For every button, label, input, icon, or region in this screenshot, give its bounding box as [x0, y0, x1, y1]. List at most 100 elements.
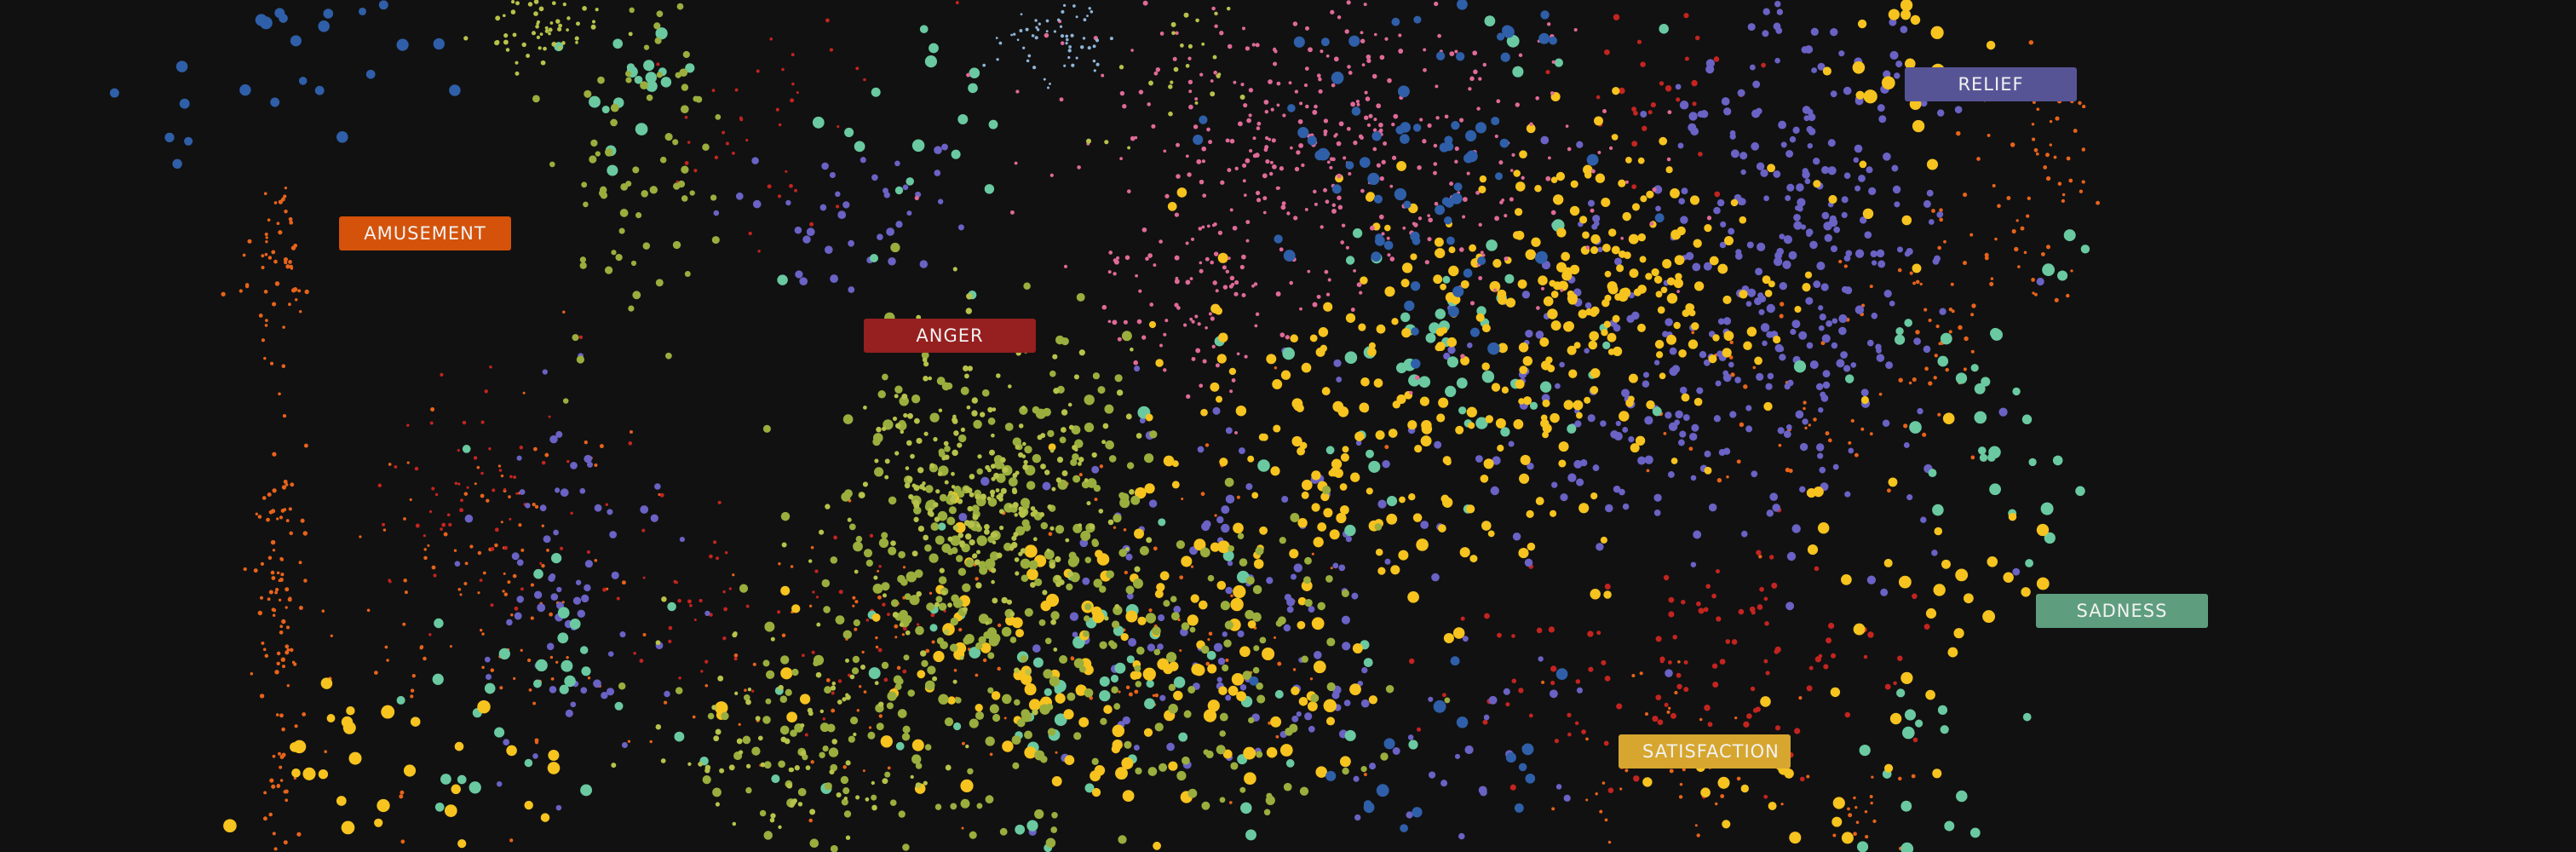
- data-point-amusement: [267, 218, 271, 222]
- data-point-satisfaction: [1309, 334, 1318, 343]
- data-point-anger: [1655, 694, 1662, 700]
- data-point-satisfaction: [1784, 769, 1794, 779]
- data-point-anger: [641, 528, 646, 532]
- data-point-relief: [1521, 291, 1531, 299]
- data-point-relief: [1782, 260, 1791, 269]
- data-point-satisfaction: [1193, 538, 1206, 551]
- data-point-lime: [1014, 557, 1020, 562]
- data-point-pink: [1236, 352, 1240, 356]
- data-point-relief: [1854, 305, 1865, 314]
- data-point-pink: [1353, 140, 1358, 146]
- data-point-pink: [1327, 278, 1331, 282]
- data-point-blue: [1325, 770, 1337, 781]
- data-point-anger: [916, 623, 920, 626]
- data-point-amusement: [1078, 473, 1083, 477]
- data-point-olive: [532, 95, 540, 103]
- data-point-sadness: [1909, 421, 1922, 434]
- data-point-olive: [913, 506, 922, 515]
- cluster-label-sadness[interactable]: SADNESS: [2036, 594, 2208, 628]
- data-point-pink: [1454, 159, 1458, 164]
- data-point-pink: [1101, 73, 1105, 78]
- data-point-lime: [859, 492, 865, 498]
- data-point-relief: [1237, 630, 1245, 638]
- data-point-satisfaction: [1666, 293, 1678, 304]
- data-point-satisfaction: [1555, 262, 1567, 273]
- data-point-lime: [1195, 18, 1199, 23]
- data-point-relief: [1809, 240, 1818, 250]
- data-point-relief: [1841, 285, 1849, 293]
- data-point-amusement: [278, 751, 281, 756]
- data-point-amusement: [411, 674, 416, 678]
- data-point-relief: [1806, 231, 1812, 238]
- cluster-label-anger[interactable]: ANGER: [864, 319, 1036, 353]
- data-point-relief: [1682, 414, 1690, 422]
- data-point-sky: [1087, 46, 1091, 50]
- data-point-olive: [937, 510, 948, 521]
- data-point-anger: [756, 69, 760, 73]
- data-point-relief: [1216, 515, 1224, 524]
- data-point-olive: [906, 571, 917, 582]
- data-point-olive: [1099, 585, 1107, 593]
- data-point-satisfaction: [1831, 816, 1843, 827]
- data-point-sadness: [1567, 423, 1577, 434]
- data-point-sadness: [1844, 374, 1854, 383]
- data-point-sadness: [1352, 228, 1363, 239]
- data-point-anger: [1528, 713, 1533, 718]
- data-point-satisfaction: [1340, 505, 1349, 515]
- data-point-lime: [1101, 440, 1107, 445]
- data-point-amusement: [400, 790, 405, 795]
- data-point-blue: [1456, 52, 1465, 61]
- data-point-relief: [1745, 301, 1752, 307]
- data-point-amusement: [530, 583, 534, 587]
- data-point-anger: [1633, 111, 1638, 116]
- data-point-sadness: [2040, 502, 2054, 515]
- data-point-blue: [172, 158, 182, 169]
- data-point-blue: [1331, 72, 1344, 84]
- data-point-amusement: [1956, 130, 1961, 136]
- data-point-relief: [539, 504, 547, 512]
- data-point-pink: [1331, 208, 1337, 214]
- data-point-olive: [780, 655, 790, 665]
- data-point-amusement: [2015, 219, 2019, 222]
- data-point-sadness: [984, 184, 995, 194]
- data-point-blue: [1400, 134, 1410, 144]
- data-point-olive: [843, 810, 852, 818]
- data-point-olive: [1118, 492, 1126, 499]
- data-point-relief: [1245, 483, 1253, 491]
- data-point-olive: [823, 606, 831, 613]
- data-point-lime: [566, 16, 571, 20]
- data-point-anger: [602, 587, 607, 592]
- data-point-pink: [1494, 134, 1498, 139]
- data-point-lime: [967, 505, 973, 512]
- data-point-pink: [1222, 265, 1227, 270]
- data-point-lime: [562, 2, 566, 7]
- data-point-satisfaction: [1313, 537, 1324, 548]
- data-point-amusement: [247, 239, 252, 244]
- data-point-relief: [1939, 308, 1946, 315]
- data-point-relief: [735, 192, 744, 200]
- data-point-anger: [1715, 568, 1721, 574]
- data-point-relief: [611, 571, 619, 579]
- data-point-amusement: [2049, 143, 2052, 147]
- cluster-label-satisfaction[interactable]: SATISFACTION: [1619, 734, 1791, 769]
- data-point-amusement: [271, 576, 276, 580]
- data-point-pink: [1314, 104, 1318, 109]
- cluster-label-relief[interactable]: RELIEF: [1905, 67, 2077, 101]
- data-point-lime: [719, 768, 725, 774]
- data-point-amusement: [2053, 155, 2057, 159]
- data-point-amusement: [275, 713, 279, 717]
- data-point-olive: [1256, 751, 1263, 758]
- data-point-amusement: [733, 653, 739, 658]
- data-point-anger: [381, 522, 386, 527]
- data-point-relief: [1774, 57, 1780, 64]
- data-point-pink: [1560, 289, 1564, 292]
- cluster-label-amusement[interactable]: AMUSEMENT: [339, 216, 511, 250]
- data-point-olive: [1093, 579, 1102, 588]
- data-point-satisfaction: [1768, 280, 1775, 288]
- data-point-amusement: [810, 760, 814, 764]
- data-point-pink: [1320, 225, 1324, 229]
- data-point-relief: [1688, 123, 1697, 132]
- data-point-satisfaction: [1612, 314, 1620, 323]
- data-point-satisfaction: [1400, 279, 1410, 288]
- data-point-relief: [1883, 152, 1891, 161]
